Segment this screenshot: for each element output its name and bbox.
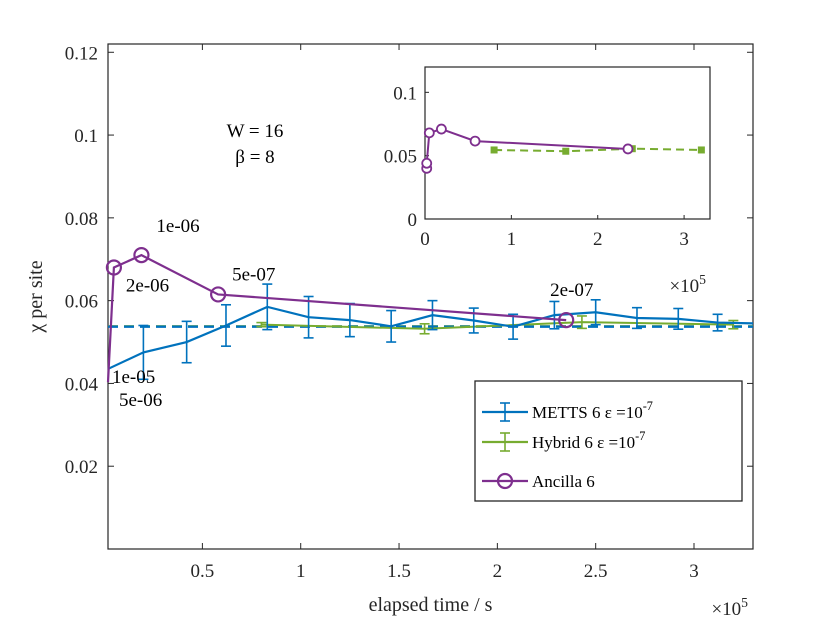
y-tick-label: 0.1 [74, 126, 98, 147]
inset-ancilla-marker [421, 157, 433, 169]
y-tick-label: 0.06 [65, 292, 98, 313]
inset-hybrid-marker [562, 147, 570, 155]
inset-hybrid-marker [490, 146, 498, 154]
inset-x-tick-label: 3 [679, 229, 689, 250]
ancilla-point-label: 5e-06 [119, 390, 162, 411]
y-axis-label: χ per site [25, 260, 47, 333]
inset-axes-box [424, 66, 711, 220]
legend-entry-label: Hybrid 6 ε =10-7 [532, 429, 645, 452]
x-tick-label: 2.5 [584, 561, 608, 582]
param-w: W = 16 [227, 121, 284, 142]
y-tick-label: 0.04 [65, 374, 99, 395]
legend: METTS 6 ε =10-7 Hybrid 6 ε =10-7 Ancilla 6 [474, 380, 743, 502]
metts-series-line [107, 305, 754, 370]
legend-entry-label: Ancilla 6 [532, 472, 595, 491]
x-axis-label: elapsed time / s [369, 594, 493, 616]
ancilla-marker [210, 286, 227, 303]
ancilla-point-label: 5e-07 [232, 264, 275, 285]
y-tick-label: 0.12 [65, 43, 98, 64]
inset-plot: 0 1 2 3 0 0.05 0.1 ×105 [384, 66, 711, 297]
x-tick-label: 1 [296, 561, 306, 582]
inset-hybrid-line [494, 147, 702, 153]
x-tick-label: 1.5 [387, 561, 411, 582]
ancilla-marker [558, 311, 575, 329]
legend-entry-label: METTS 6 ε =10-7 [532, 399, 653, 422]
inset-x-tick-label: 0 [420, 229, 430, 250]
inset-ancilla-marker [423, 127, 435, 139]
inset-x-tick-label: 2 [593, 229, 603, 250]
inset-x-tick-label: 1 [507, 229, 517, 250]
ancilla-point-label: 2e-07 [550, 280, 593, 301]
inset-ancilla-marker [436, 123, 447, 135]
x-tick-label: 3 [689, 561, 699, 582]
x-axis-multiplier: ×105 [711, 595, 748, 620]
ancilla-marker [133, 247, 150, 264]
ancilla-series-line [106, 253, 567, 383]
inset-y-tick-label: 0 [408, 210, 418, 231]
main-axes-box [107, 43, 754, 550]
x-tick-label: 2 [493, 561, 503, 582]
main-plot: 0.5 1 1.5 2 2.5 30.020.040.060.080.10.12elaps… [25, 43, 754, 620]
ancilla-point-label: 1e-06 [156, 216, 199, 237]
y-tick-label: 0.02 [65, 457, 98, 478]
y-tick-label: 0.08 [65, 209, 98, 230]
ancilla-marker [105, 259, 122, 276]
x-tick-label: 0.5 [191, 561, 215, 582]
param-beta: β = 8 [235, 147, 274, 168]
ancilla-point-label: 2e-06 [126, 276, 169, 297]
inset-ancilla-marker [622, 143, 634, 155]
inset-hybrid-marker [697, 146, 705, 154]
inset-y-tick-label: 0.05 [384, 147, 417, 168]
inset-x-multiplier: ×105 [669, 272, 706, 297]
inset-y-tick-label: 0.1 [393, 83, 417, 104]
ancilla-point-label-extra: 1e-05 [112, 367, 155, 388]
legend-marker [496, 472, 514, 490]
inset-ancilla-marker [469, 135, 481, 147]
